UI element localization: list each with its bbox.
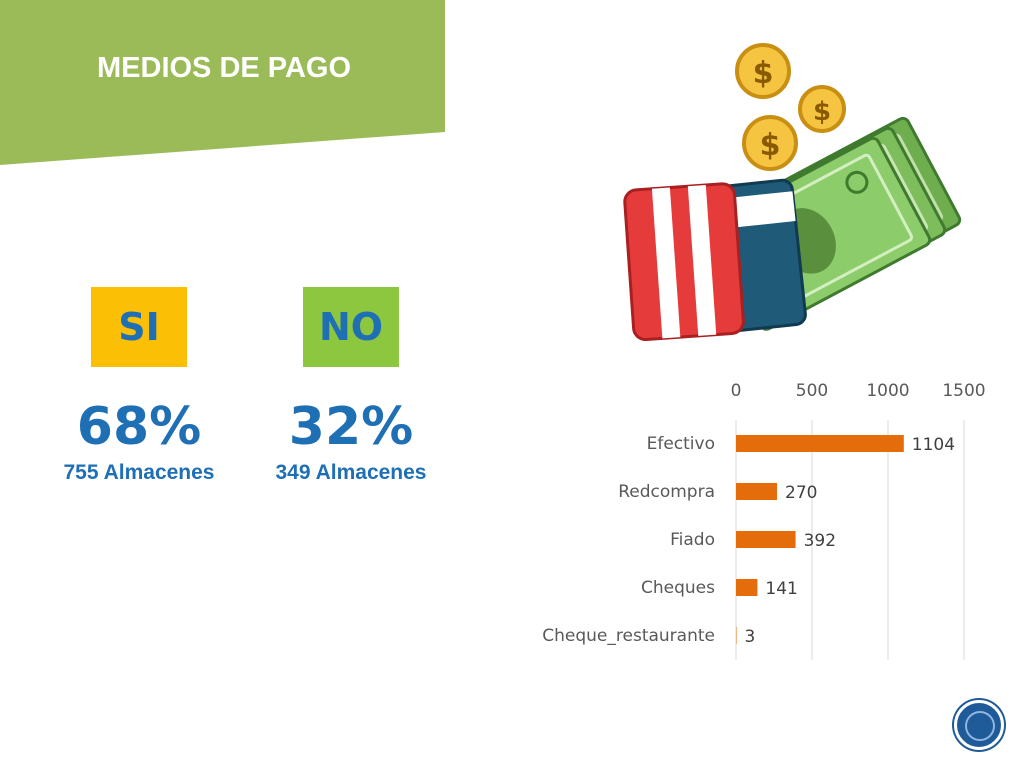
category-label: Fiado (670, 530, 715, 550)
si-label: SI (118, 305, 160, 349)
no-count: 349 Almacenes (275, 461, 427, 484)
svg-text:$: $ (760, 128, 781, 163)
no-tile: NO (303, 287, 399, 367)
si-percent: 68% (76, 397, 202, 457)
payment-methods-chart: 0 500 1000 1500 Efectivo 1104 Redcompra 270 Fiad… (542, 381, 986, 660)
page-title: MEDIOS DE PAGO (97, 52, 352, 84)
data-label: 1104 (912, 435, 955, 455)
category-label: Cheque_restaurante (542, 626, 715, 646)
category-label: Cheques (641, 578, 715, 598)
bar (736, 435, 904, 452)
svg-text:$: $ (813, 97, 831, 127)
data-label: 270 (785, 483, 817, 503)
data-label: 3 (745, 627, 756, 647)
bar (736, 579, 758, 596)
bar (736, 531, 796, 548)
data-label: 141 (765, 579, 797, 599)
si-count: 755 Almacenes (63, 461, 215, 484)
bar (736, 483, 778, 500)
category-label: Redcompra (618, 482, 715, 502)
x-tick-label: 1000 (866, 381, 909, 401)
no-percent: 32% (288, 397, 414, 457)
x-tick-label: 0 (731, 381, 742, 401)
x-tick-label: 1500 (942, 381, 985, 401)
si-tile: SI (91, 287, 187, 367)
wallet-cash-coins-icon: $ $ $ (623, 43, 962, 342)
svg-text:$: $ (753, 56, 774, 91)
x-tick-label: 500 (796, 381, 828, 401)
no-label: NO (318, 305, 384, 349)
bar (736, 627, 737, 644)
data-label: 392 (804, 531, 836, 551)
category-label: Efectivo (647, 434, 715, 454)
logo-badge (954, 700, 1004, 750)
